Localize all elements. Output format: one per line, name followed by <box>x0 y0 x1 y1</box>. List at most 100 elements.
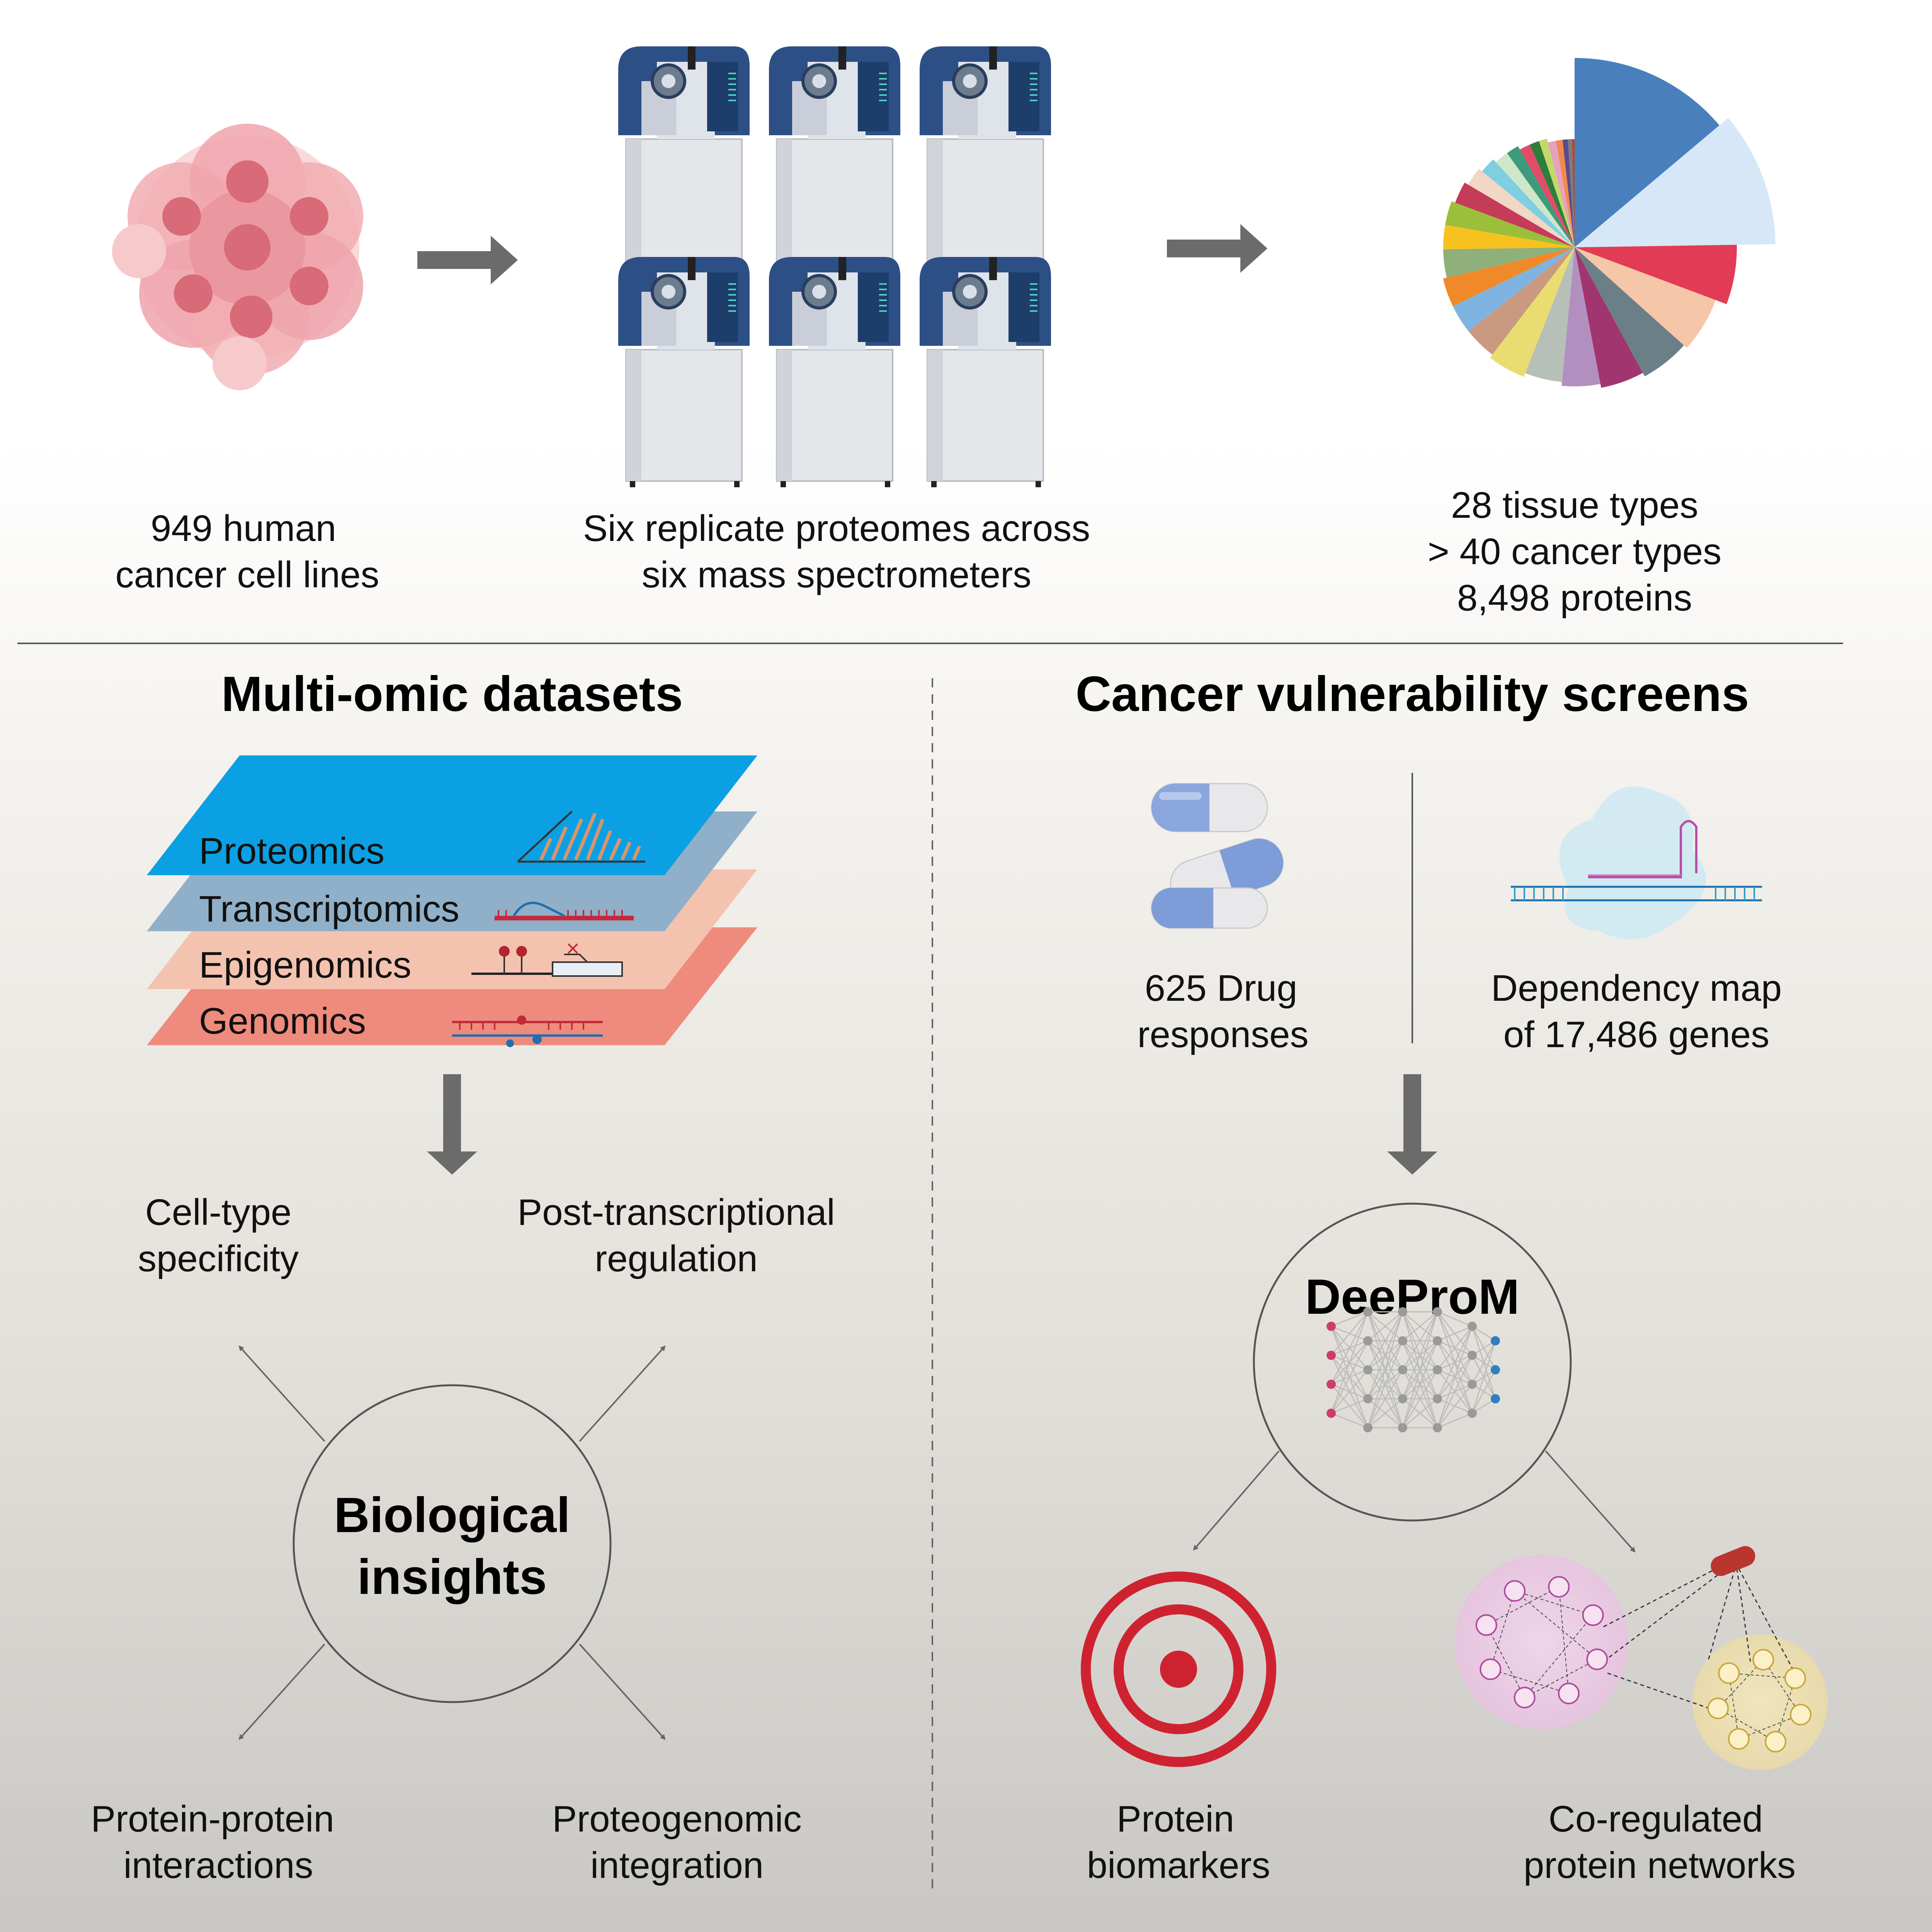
arrow-right-icon <box>1167 224 1267 273</box>
output-ppi-line2: interactions <box>124 1845 313 1886</box>
output-networks-line2: protein networks <box>1524 1845 1796 1886</box>
protein-network-icon <box>1455 1546 1828 1770</box>
pie-slice <box>1520 145 1575 247</box>
pie-slice <box>1575 58 1719 247</box>
pie-slice <box>1562 139 1575 247</box>
network-node <box>1558 1682 1580 1704</box>
network-node <box>1790 1704 1812 1726</box>
network-node <box>1728 1728 1750 1750</box>
nn-node <box>1327 1379 1336 1389</box>
network-node <box>1582 1604 1604 1626</box>
nn-node <box>1398 1394 1407 1403</box>
deeprom-arrows <box>1193 1450 1636 1553</box>
pie-label-line1: 28 tissue types <box>1451 485 1698 526</box>
nn-node <box>1468 1408 1477 1418</box>
pie-slice <box>1496 153 1575 247</box>
nn-node <box>1363 1394 1372 1403</box>
pie-slice <box>1525 247 1575 382</box>
pie-slice <box>1539 138 1575 247</box>
network-node <box>1480 1658 1502 1680</box>
nn-node <box>1433 1365 1442 1374</box>
dep-label-line1: Dependency map <box>1491 968 1782 1009</box>
output-proteogenomic-line1: Proteogenomic <box>552 1798 802 1840</box>
neural-network-icon <box>1327 1307 1500 1432</box>
pie-slice <box>1572 139 1575 247</box>
cell-cluster-icon <box>112 124 363 390</box>
network-node <box>1475 1614 1497 1636</box>
layer-label-proteomics: Proteomics <box>199 830 384 872</box>
pie-slice <box>1468 168 1575 247</box>
pie-slice <box>1490 247 1575 377</box>
layer-label-epigenomics: Epigenomics <box>199 944 412 986</box>
pie-slice <box>1530 141 1575 247</box>
methylation-icon: × <box>471 935 623 977</box>
nn-node <box>1398 1307 1407 1316</box>
network-node <box>1707 1697 1729 1719</box>
arrow-down-icon <box>427 1074 477 1175</box>
nn-node <box>1363 1307 1372 1316</box>
nn-node <box>1363 1365 1372 1374</box>
nn-node <box>1363 1336 1372 1345</box>
insights-title-line1: Biological <box>334 1488 570 1543</box>
network-node <box>1514 1687 1536 1709</box>
nn-node <box>1468 1350 1477 1360</box>
crispr-icon <box>1511 786 1762 939</box>
arrow-down-icon <box>1387 1074 1437 1175</box>
output-networks-line1: Co-regulated <box>1549 1798 1763 1840</box>
dna-icon <box>452 1015 603 1047</box>
arrow-right-icon <box>417 236 518 284</box>
nn-node <box>1327 1321 1336 1331</box>
output-biomarkers-line2: biomarkers <box>1087 1845 1270 1886</box>
vulnerability-title: Cancer vulnerability screens <box>1075 667 1749 722</box>
output-biomarkers-line1: Protein <box>1117 1798 1234 1840</box>
mass-spectrometer-icon <box>920 46 1051 277</box>
output-ppi-line1: Protein-protein <box>91 1798 334 1840</box>
pie-slice <box>1575 247 1643 388</box>
network-node <box>1718 1662 1740 1684</box>
pie-slice <box>1453 247 1575 331</box>
nn-node <box>1491 1365 1500 1374</box>
pie-label-line3: 8,498 proteins <box>1457 577 1692 619</box>
pie-slice <box>1575 245 1737 304</box>
network-node <box>1504 1580 1526 1602</box>
nn-node <box>1398 1365 1407 1374</box>
pie-slice <box>1468 247 1575 355</box>
mass-spectrometers-icon <box>618 46 1051 487</box>
pie-label-line2: > 40 cancer types <box>1428 531 1721 572</box>
drug-label-line2: responses <box>1138 1014 1309 1055</box>
layer-label-genomics: Genomics <box>199 1000 366 1042</box>
mass-spectrometer-icon <box>618 257 750 487</box>
network-node <box>1586 1648 1608 1670</box>
insights-title-line2: insights <box>357 1549 547 1605</box>
output-celltype-line1: Cell-type <box>145 1192 292 1233</box>
pie-slice <box>1575 247 1684 376</box>
layer-label-transcriptomics: Transcriptomics <box>199 888 459 930</box>
network-node <box>1765 1731 1787 1753</box>
dep-label-line2: of 17,486 genes <box>1503 1014 1770 1055</box>
nn-node <box>1433 1394 1442 1403</box>
pie-slice <box>1556 139 1575 247</box>
output-posttx-line2: regulation <box>595 1238 758 1279</box>
pie-slice <box>1455 182 1575 247</box>
transcript-icon <box>495 901 634 920</box>
target-icon <box>1081 1571 1276 1767</box>
nn-node <box>1433 1336 1442 1345</box>
pie-slice <box>1548 141 1575 247</box>
nn-node <box>1327 1350 1336 1360</box>
nn-node <box>1398 1336 1407 1345</box>
nn-node <box>1468 1379 1477 1389</box>
insights-circle <box>293 1384 612 1703</box>
nn-node <box>1398 1423 1407 1432</box>
ms-label-line2: six mass spectrometers <box>642 554 1031 595</box>
output-posttx-line1: Post-transcriptional <box>517 1192 835 1233</box>
pie-slice <box>1443 247 1575 306</box>
mass-spectrometer-icon <box>618 46 750 277</box>
network-node <box>1752 1649 1774 1671</box>
pie-slice <box>1482 159 1575 247</box>
nn-node <box>1491 1336 1500 1345</box>
network-node <box>1548 1576 1570 1598</box>
mass-spectrometer-icon <box>769 257 900 487</box>
nn-node <box>1433 1423 1442 1432</box>
network-node <box>1784 1667 1806 1689</box>
cells-label-line2: cancer cell lines <box>116 554 379 595</box>
